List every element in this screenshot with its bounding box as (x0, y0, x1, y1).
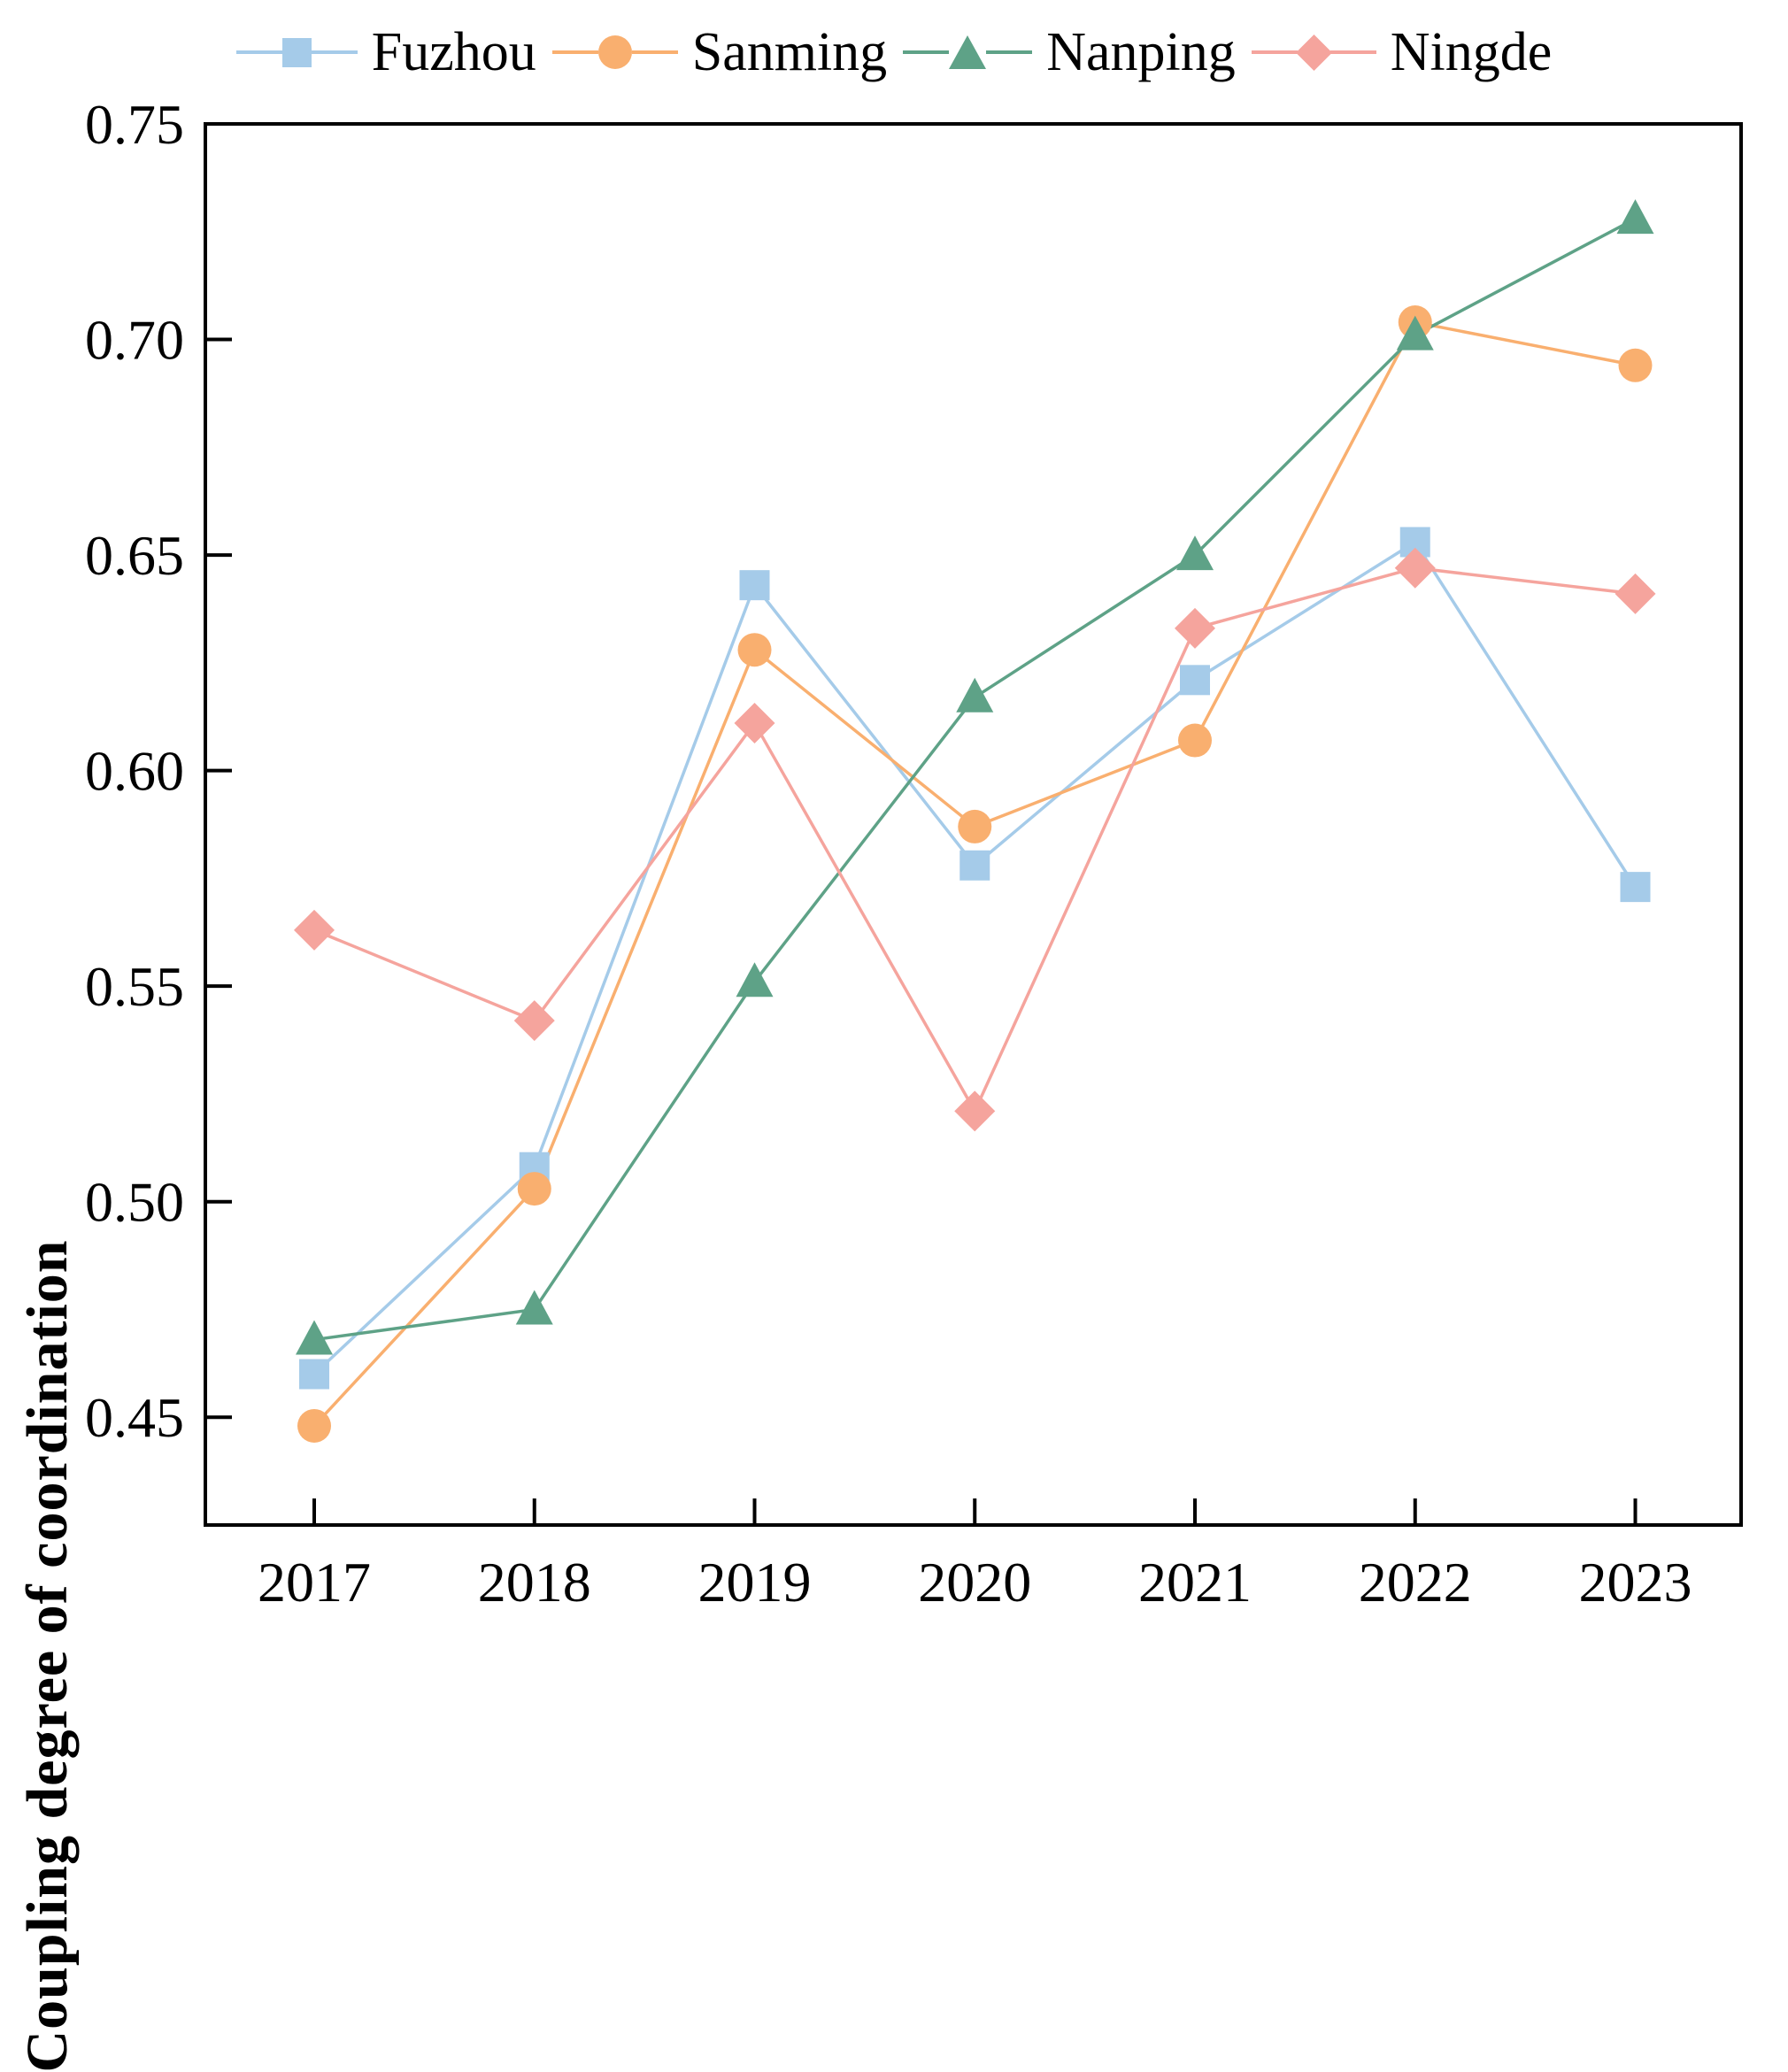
data-point-ningde (513, 1000, 555, 1042)
legend-line-segment (235, 50, 282, 54)
legend: Fuzhou Sanming Nanping Ningde (0, 4, 1788, 101)
legend-item-nanping: Nanping (903, 25, 1236, 80)
data-point-nanping (1175, 535, 1214, 571)
legend-line-segment (986, 50, 1033, 54)
y-tick-label: 0.70 (85, 308, 184, 371)
data-point-ningde (1174, 607, 1215, 649)
square-marker-icon (281, 37, 312, 67)
data-point-ningde (1394, 547, 1436, 589)
data-point-ningde (294, 909, 335, 951)
series-line-nanping (313, 217, 1637, 1342)
y-tick-label: 0.75 (85, 93, 184, 156)
x-tick-label: 2020 (918, 1551, 1031, 1614)
legend-label-ningde: Ningde (1390, 22, 1553, 82)
x-tick-label: 2023 (1578, 1551, 1692, 1614)
data-point-nanping (956, 677, 994, 712)
legend-line-segment (631, 50, 678, 54)
x-tick-label: 2018 (478, 1551, 591, 1614)
x-tick-label: 2022 (1359, 1551, 1472, 1614)
chart-canvas: 0.45 0.50 0.55 0.60 0.65 0.70 0.75 2017 2018 2019… (85, 93, 1743, 1614)
legend-item-fuzhou: Fuzhou (235, 22, 536, 82)
legend-line-segment (1251, 50, 1298, 54)
data-point-fuzhou (299, 1359, 330, 1390)
y-tick-label: 0.65 (85, 524, 184, 587)
series-line-fuzhou (312, 540, 1637, 1375)
data-point-sanming (297, 1408, 332, 1443)
data-point-nanping (515, 1290, 553, 1325)
data-point-sanming (737, 633, 772, 667)
legend-line-segment (1329, 50, 1376, 54)
data-point-ningde (1615, 573, 1656, 614)
x-tick-label: 2019 (698, 1551, 812, 1614)
x-tick-label: 2021 (1138, 1551, 1252, 1614)
data-point-ningde (734, 703, 775, 744)
circle-marker-icon (597, 35, 632, 69)
line-chart-figure: Fuzhou Sanming Nanping Ningde Coupling d… (0, 4, 1788, 2072)
y-tick-label: 0.55 (85, 955, 184, 1018)
legend-line-segment (551, 50, 598, 54)
legend-line-segment (311, 50, 358, 54)
data-point-fuzhou (1179, 665, 1210, 696)
legend-item-ningde: Ningde (1251, 22, 1553, 82)
legend-line-segment (903, 50, 950, 54)
data-point-sanming (1618, 348, 1653, 382)
data-point-ningde (954, 1090, 996, 1132)
data-point-sanming (958, 809, 992, 843)
y-tick-label: 0.45 (85, 1386, 184, 1449)
data-point-fuzhou (739, 570, 770, 601)
plot-border (204, 122, 1743, 1527)
legend-label-nanping: Nanping (1046, 22, 1236, 82)
data-point-sanming (517, 1172, 551, 1206)
legend-item-sanming: Sanming (551, 22, 888, 82)
data-point-fuzhou (960, 850, 990, 881)
data-point-sanming (1177, 723, 1212, 758)
legend-label-sanming: Sanming (691, 22, 888, 82)
y-tick-label: 0.50 (85, 1170, 184, 1233)
legend-label-fuzhou: Fuzhou (371, 22, 536, 82)
y-tick-label: 0.60 (85, 739, 184, 802)
data-point-nanping (1616, 199, 1654, 235)
data-point-nanping (1396, 315, 1434, 350)
data-point-nanping (736, 962, 774, 997)
triangle-marker-icon (949, 35, 987, 69)
data-point-fuzhou (1620, 872, 1651, 903)
data-point-nanping (296, 1320, 334, 1355)
x-tick-label: 2017 (258, 1551, 371, 1614)
